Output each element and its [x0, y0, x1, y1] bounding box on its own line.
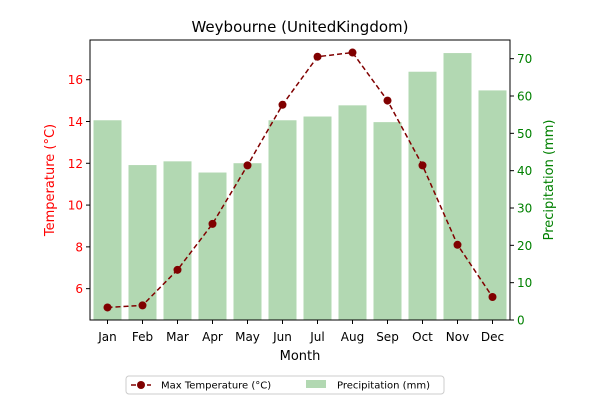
x-tick-label: Jul: [309, 330, 324, 344]
legend-frame: [125, 375, 445, 395]
temperature-point-apr: [208, 219, 217, 228]
x-tick-label: Feb: [132, 330, 153, 344]
temperature-point-feb: [138, 301, 147, 310]
temperature-point-mar: [173, 265, 182, 274]
precipitation-bar-dec: [478, 90, 507, 321]
temperature-point-aug: [348, 48, 357, 57]
x-tick-label: Apr: [202, 330, 223, 344]
temperature-point-jan: [103, 303, 112, 312]
precipitation-bar-oct: [408, 71, 437, 320]
y-right-tick-label: 50: [517, 127, 532, 141]
y-axis-label-left: Temperature (°C): [43, 124, 58, 237]
y-right-tick-label: 0: [517, 314, 525, 328]
precipitation-bar-jun: [268, 120, 297, 321]
x-tick-label: Sep: [376, 330, 399, 344]
temperature-point-oct: [418, 161, 427, 170]
y-left-tick-label: 16: [68, 73, 83, 87]
x-tick-label: Jun: [272, 330, 292, 344]
x-tick-label: Aug: [341, 330, 364, 344]
precipitation-bars: [93, 53, 507, 321]
y-left-tick-label: 6: [75, 282, 83, 296]
x-tick-label: May: [235, 330, 260, 344]
legend: Max Temperature (°C) Precipitation (mm): [125, 375, 445, 395]
y-left-tick-label: 14: [68, 115, 83, 129]
y-right-tick-label: 20: [517, 239, 532, 253]
x-axis: Jan Feb Mar Apr May Jun Jul Aug Sep Oct Nov Dec: [97, 320, 504, 344]
y-right-tick-label: 60: [517, 90, 532, 104]
y-right-tick-label: 10: [517, 276, 532, 290]
legend-precipitation-label: Precipitation (mm): [337, 381, 430, 392]
y-left-tick-label: 8: [75, 240, 83, 254]
plot-frame: [89, 39, 511, 321]
legend-precipitation-swatch: [306, 380, 326, 388]
temperature-point-jun: [278, 100, 287, 109]
precipitation-bar-aug: [338, 105, 367, 320]
temperature-point-sep: [383, 96, 392, 105]
y-axis-left: 6 8 10 12 14 16: [68, 73, 90, 296]
x-tick-label: Oct: [412, 330, 433, 344]
y-left-tick-label: 12: [68, 157, 83, 171]
precipitation-bar-mar: [163, 161, 192, 320]
precipitation-bar-nov: [443, 53, 472, 321]
chart-title: Weybourne (UnitedKingdom): [191, 18, 408, 36]
precipitation-bar-apr: [198, 172, 227, 320]
precipitation-bar-sep: [373, 122, 402, 320]
y-right-tick-label: 40: [517, 164, 532, 178]
precipitation-bar-may: [233, 163, 262, 320]
precipitation-bar-jan: [93, 120, 122, 321]
temperature-point-nov: [453, 240, 462, 249]
temperature-point-dec: [488, 293, 497, 302]
x-tick-label: Jan: [97, 330, 117, 344]
y-axis-label-right: Precipitation (mm): [542, 120, 557, 241]
y-left-tick-label: 10: [68, 199, 83, 213]
temperature-point-jul: [313, 52, 322, 61]
legend-temperature-label: Max Temperature (°C): [161, 381, 271, 392]
legend-temperature-marker: [137, 381, 145, 389]
x-tick-label: Dec: [481, 330, 504, 344]
temperature-point-may: [243, 161, 252, 170]
y-axis-right: 0 10 20 30 40 50 60 70: [510, 52, 532, 328]
precipitation-bar-feb: [128, 165, 157, 320]
x-tick-label: Nov: [446, 330, 469, 344]
x-tick-label: Mar: [166, 330, 189, 344]
x-axis-label: Month: [280, 349, 321, 364]
y-right-tick-label: 70: [517, 52, 532, 66]
temperature-line-path: [107, 51, 494, 309]
precipitation-bar-jul: [303, 116, 332, 321]
temperature-line: [103, 48, 497, 312]
y-right-tick-label: 30: [517, 202, 532, 216]
